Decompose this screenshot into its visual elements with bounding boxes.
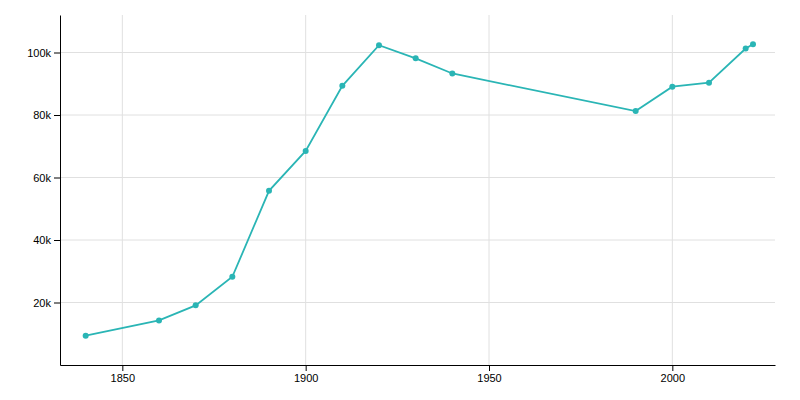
grid-line	[305, 15, 306, 365]
point	[303, 148, 309, 154]
point	[706, 80, 712, 86]
y-tick-label: 40k	[33, 234, 51, 246]
grid	[60, 15, 775, 365]
y-axis: 20k 40k 60k 80k 100k	[27, 16, 60, 366]
y-tick-mark	[54, 303, 60, 304]
y-tick: 20k	[33, 297, 60, 309]
point	[156, 317, 162, 323]
x-tick-label: 1850	[111, 372, 135, 384]
line	[86, 44, 753, 335]
grid-line	[122, 15, 123, 365]
y-axis-line	[60, 16, 61, 366]
x-tick-label: 1950	[477, 372, 501, 384]
point	[669, 84, 675, 90]
point	[449, 70, 455, 76]
x-tick-mark	[306, 365, 307, 371]
point	[83, 333, 89, 339]
point	[633, 108, 639, 114]
x-tick: 2000	[661, 365, 685, 384]
y-tick-label: 80k	[33, 109, 51, 121]
x-tick-mark	[122, 365, 123, 371]
y-tick: 60k	[33, 172, 60, 184]
x-tick: 1950	[477, 365, 501, 384]
grid-line	[489, 15, 490, 365]
grid-line	[672, 15, 673, 365]
y-tick-label: 60k	[33, 172, 51, 184]
y-tick-label: 100k	[27, 47, 51, 59]
point	[743, 46, 749, 52]
x-tick-label: 2000	[661, 372, 685, 384]
y-tick-label: 20k	[33, 297, 51, 309]
point	[750, 41, 756, 47]
x-tick: 1900	[294, 365, 318, 384]
point	[193, 302, 199, 308]
y-tick-mark	[54, 240, 60, 241]
x-axis-line	[61, 365, 776, 366]
point	[229, 274, 235, 280]
grid-line	[60, 302, 775, 303]
x-tick-label: 1900	[294, 372, 318, 384]
y-tick: 80k	[33, 109, 60, 121]
x-axis: 1850 1900 1950 2000	[61, 365, 776, 384]
x-tick-mark	[672, 365, 673, 371]
grid-line	[60, 115, 775, 116]
y-tick: 40k	[33, 234, 60, 246]
grid-line	[60, 52, 775, 53]
x-tick: 1850	[111, 365, 135, 384]
grid-line	[60, 177, 775, 178]
series	[83, 41, 756, 338]
chart: 1850 1900 1950 2000 20k 40k 60k 80k 100k	[0, 0, 800, 400]
plot: 1850 1900 1950 2000 20k 40k 60k 80k 100k	[27, 15, 775, 384]
point	[266, 188, 272, 194]
grid-line	[60, 240, 775, 241]
y-tick: 100k	[27, 47, 60, 59]
point	[339, 83, 345, 89]
point	[376, 42, 382, 48]
y-tick-mark	[54, 115, 60, 116]
y-tick-mark	[54, 178, 60, 179]
point	[413, 55, 419, 61]
y-tick-mark	[54, 53, 60, 54]
x-tick-mark	[489, 365, 490, 371]
